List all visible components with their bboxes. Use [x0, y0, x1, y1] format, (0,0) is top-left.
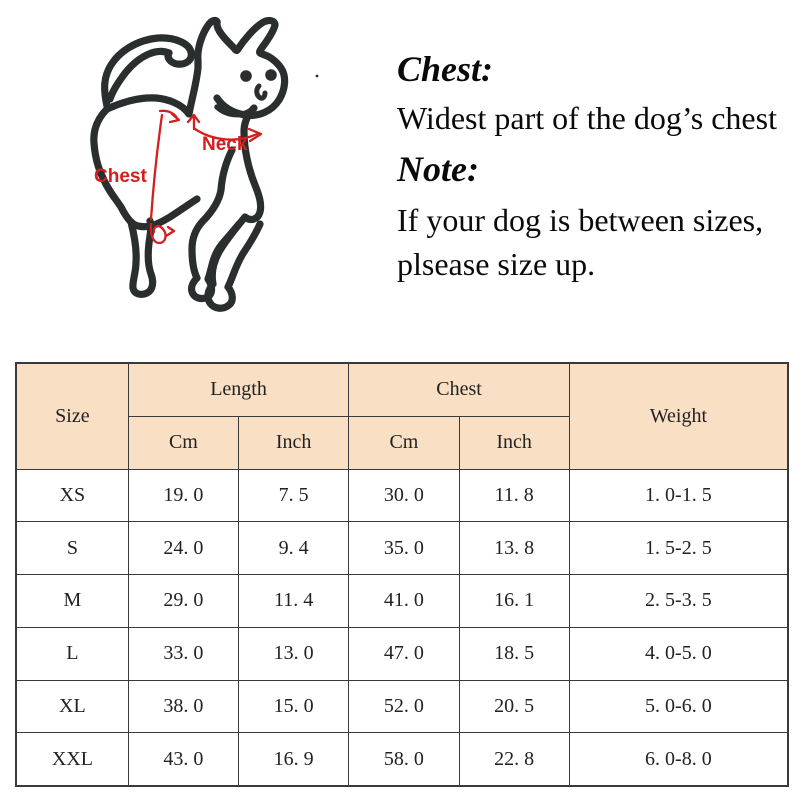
svg-text:Chest: Chest [94, 166, 147, 187]
svg-text:Neck: Neck [202, 134, 248, 155]
